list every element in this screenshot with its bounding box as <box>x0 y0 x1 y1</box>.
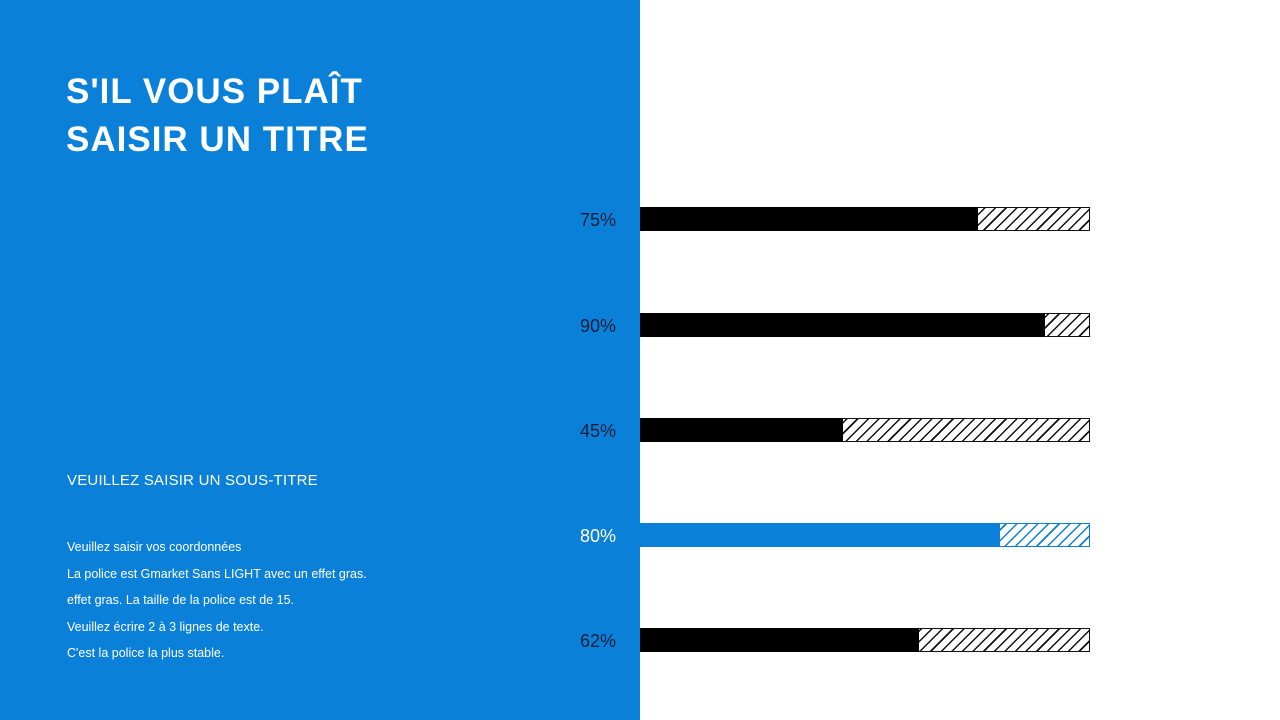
bar-label: 80% <box>579 526 617 546</box>
title-line-1: S'IL VOUS PLAÎT <box>66 72 363 111</box>
left-blue-panel <box>0 0 640 720</box>
bar-label: 75% <box>579 210 617 230</box>
bar-row: 62% <box>0 628 1280 652</box>
bar-label: 90% <box>579 316 617 336</box>
bar-track <box>640 523 1090 547</box>
slide-subtitle: VEUILLEZ SAISIR UN SOUS-TITRE <box>67 472 318 489</box>
slide-title: S'IL VOUS PLAÎT SAISIR UN TITRE <box>66 68 369 164</box>
body-line-2: La police est Gmarket Sans LIGHT avec un… <box>67 566 367 581</box>
bar-row: 45% <box>0 418 1280 442</box>
bar-row: 90% <box>0 313 1280 337</box>
bar-label: 62% <box>579 631 617 651</box>
body-line-5: C'est la police la plus stable. <box>67 646 225 661</box>
bar-track <box>640 418 1090 442</box>
bar-label: 45% <box>579 421 617 441</box>
bar-track <box>640 628 1090 652</box>
body-line-3: effet gras. La taille de la police est d… <box>67 593 295 608</box>
bar-fill <box>640 418 843 442</box>
bar-fill <box>640 313 1045 337</box>
body-line-4: Veuillez écrire 2 à 3 lignes de texte. <box>67 619 264 634</box>
body-text: Veuillez saisir vos coordonnées La polic… <box>67 534 367 667</box>
bar-track <box>640 207 1090 231</box>
bar-row: 75% <box>0 207 1280 231</box>
bar-fill <box>640 523 1000 547</box>
body-line-1: Veuillez saisir vos coordonnées <box>67 540 242 554</box>
bar-fill <box>640 628 919 652</box>
bar-row-highlighted: 80% <box>0 523 1280 547</box>
bar-fill <box>640 207 978 231</box>
title-line-2: SAISIR UN TITRE <box>66 120 369 159</box>
bar-track <box>640 313 1090 337</box>
